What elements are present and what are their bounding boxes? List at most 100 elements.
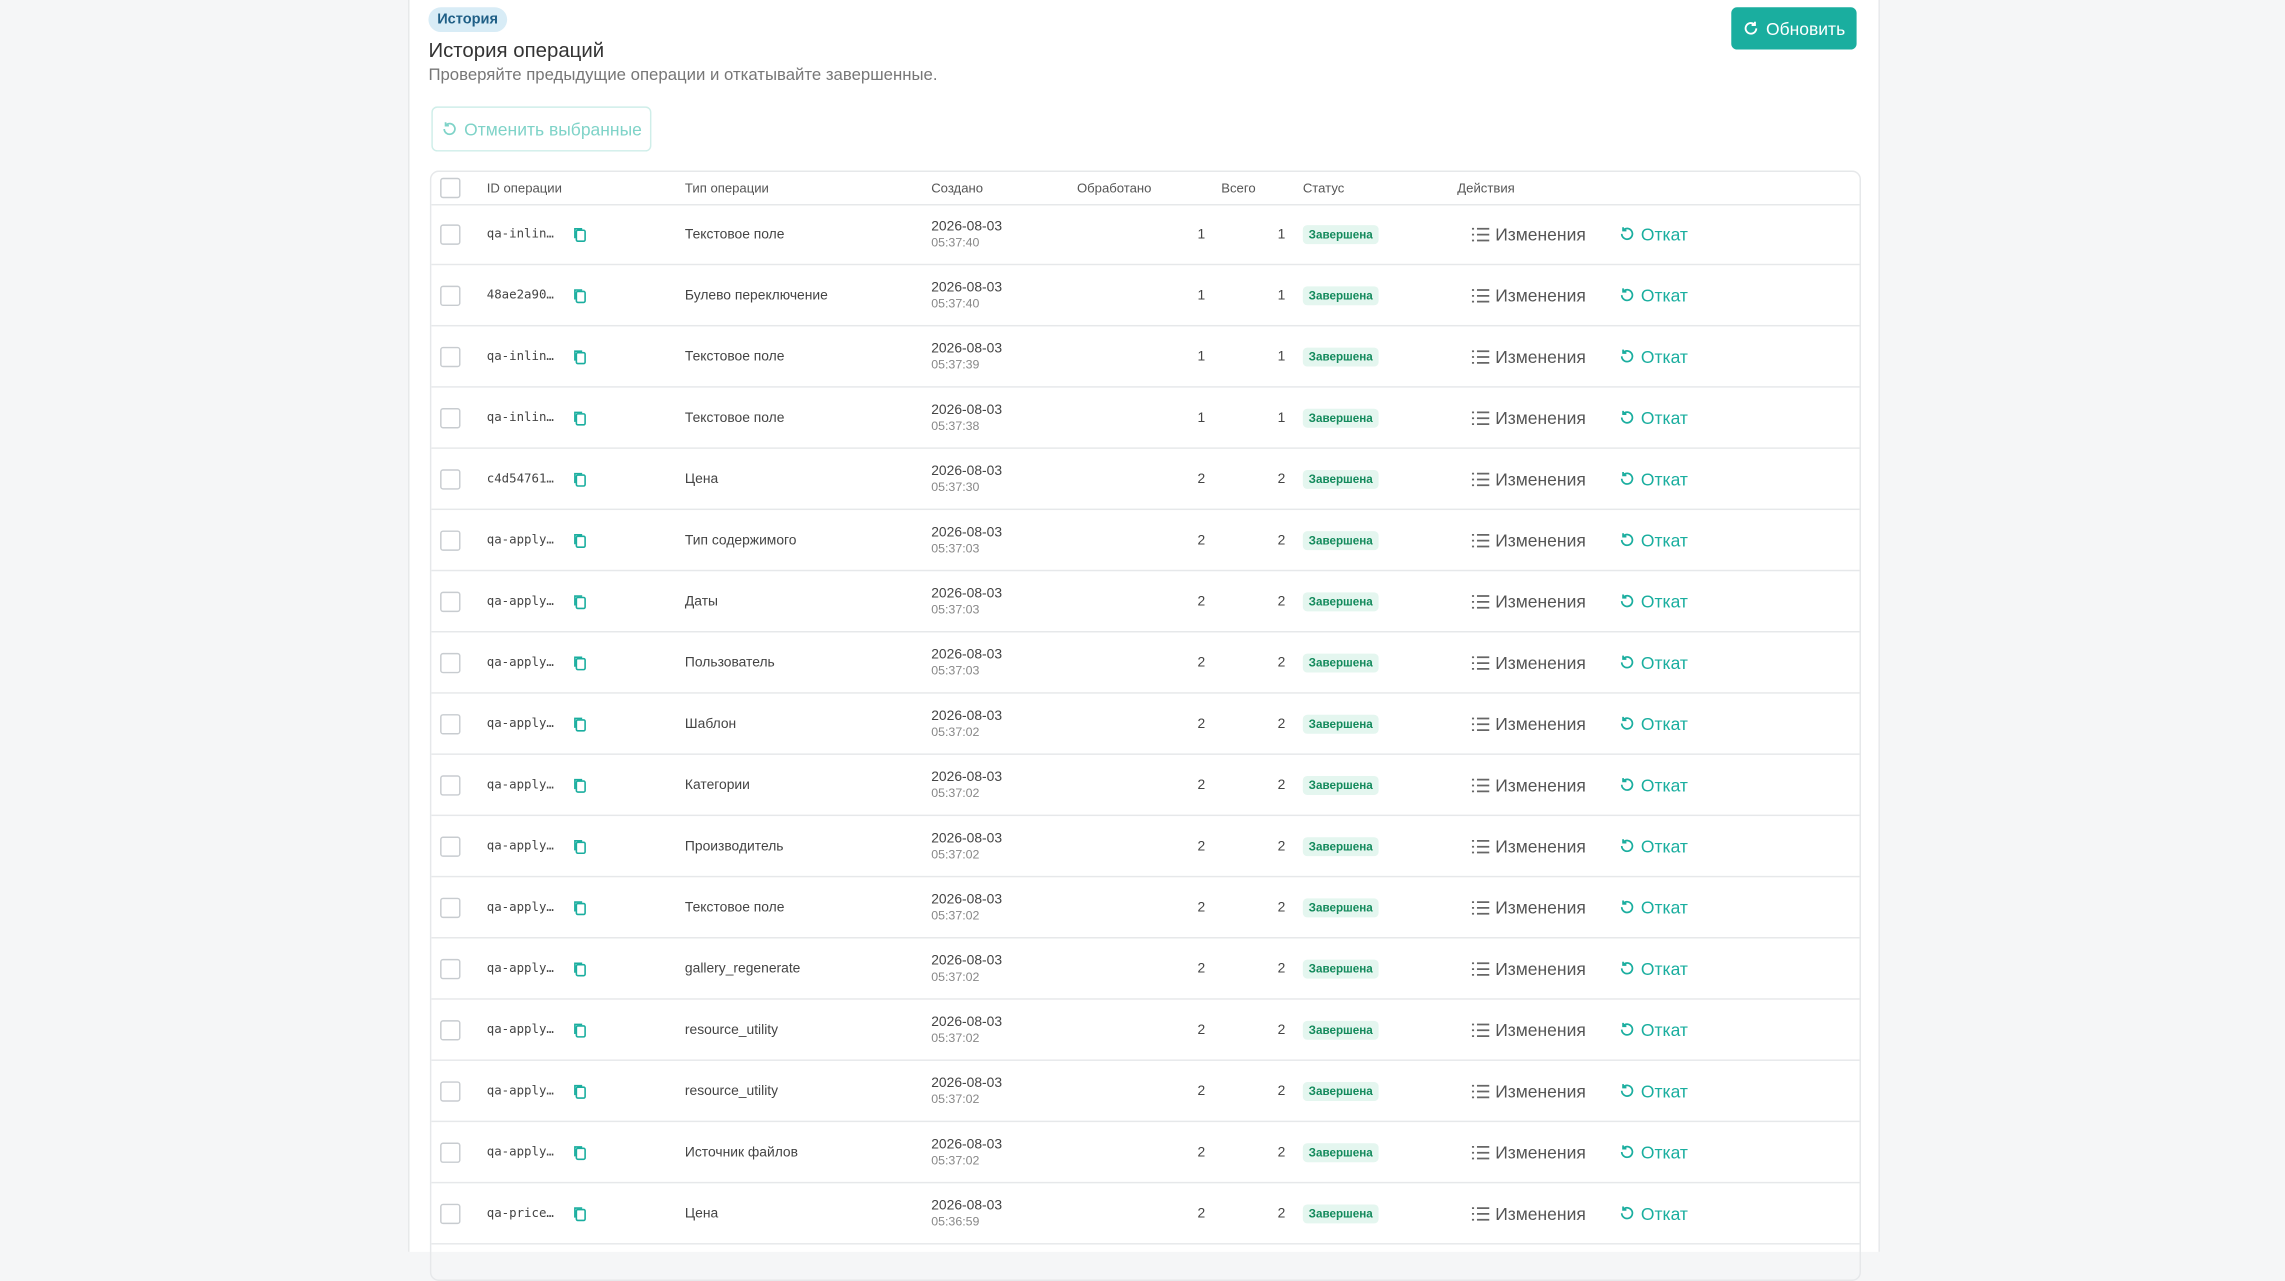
changes-button[interactable]: Изменения	[1471, 346, 1586, 367]
copy-icon[interactable]	[573, 471, 588, 487]
row-checkbox[interactable]	[440, 896, 461, 918]
copy-button[interactable]	[573, 1022, 588, 1038]
rollback-button[interactable]: Откат	[1619, 897, 1688, 917]
copy-icon[interactable]	[573, 777, 588, 793]
copy-icon[interactable]	[573, 226, 588, 242]
copy-icon[interactable]	[573, 410, 588, 426]
copy-button[interactable]	[573, 287, 588, 303]
copy-button[interactable]	[573, 1083, 588, 1099]
row-checkbox[interactable]	[440, 284, 461, 306]
row-checkbox[interactable]	[440, 346, 461, 367]
rollback-button[interactable]: Откат	[1619, 591, 1688, 611]
row-checkbox[interactable]	[440, 713, 461, 734]
row-checkbox[interactable]	[440, 1080, 461, 1101]
row-checkbox[interactable]	[440, 1203, 461, 1224]
row-checkbox[interactable]	[440, 1019, 461, 1040]
copy-button[interactable]	[573, 593, 588, 609]
changes-button[interactable]: Изменения	[1471, 1019, 1586, 1040]
row-checkbox[interactable]	[440, 835, 461, 857]
rollback-button[interactable]: Откат	[1619, 407, 1688, 428]
created-time: 05:37:38	[931, 417, 980, 433]
rollback-button[interactable]: Откат	[1619, 530, 1688, 550]
copy-button[interactable]	[573, 471, 588, 487]
changes-button[interactable]: Изменения	[1471, 1203, 1586, 1223]
rollback-button[interactable]: Откат	[1619, 775, 1688, 795]
cancel-selected-button[interactable]: Отменить выбранные	[431, 106, 652, 152]
operation-id: qa-apply…	[486, 593, 554, 609]
copy-button[interactable]	[573, 716, 588, 732]
changes-button[interactable]: Изменения	[1471, 1142, 1586, 1162]
copy-icon[interactable]	[573, 1205, 588, 1221]
changes-button[interactable]: Изменения	[1471, 958, 1586, 979]
copy-icon[interactable]	[573, 532, 588, 548]
changes-button[interactable]: Изменения	[1471, 1081, 1586, 1101]
copy-icon[interactable]	[573, 838, 588, 854]
row-checkbox[interactable]	[440, 1141, 461, 1163]
copy-icon[interactable]	[573, 1083, 588, 1099]
rollback-button[interactable]: Откат	[1619, 1019, 1688, 1040]
created-date: 2026-08-03	[931, 829, 1003, 846]
rollback-button[interactable]: Откат	[1619, 836, 1688, 856]
changes-button[interactable]: Изменения	[1471, 775, 1586, 795]
changes-button[interactable]: Изменения	[1471, 530, 1586, 550]
copy-button[interactable]	[573, 777, 588, 793]
copy-button[interactable]	[573, 1205, 588, 1221]
total: 1	[1277, 348, 1286, 365]
select-all-checkbox[interactable]	[440, 177, 461, 199]
copy-icon[interactable]	[573, 287, 588, 303]
changes-button[interactable]: Изменения	[1471, 713, 1586, 734]
processed: 2	[1197, 1082, 1206, 1099]
row-checkbox[interactable]	[440, 529, 461, 551]
copy-button[interactable]	[573, 654, 588, 670]
row-checkbox[interactable]	[440, 958, 461, 979]
copy-button[interactable]	[573, 410, 588, 426]
copy-button[interactable]	[573, 960, 588, 976]
rollback-button[interactable]: Откат	[1619, 1203, 1688, 1223]
rollback-button[interactable]: Откат	[1619, 469, 1688, 489]
copy-button[interactable]	[573, 838, 588, 854]
copy-icon[interactable]	[573, 899, 588, 915]
row-checkbox[interactable]	[440, 223, 461, 245]
copy-button[interactable]	[573, 1144, 588, 1160]
copy-button[interactable]	[573, 532, 588, 548]
rollback-label: Откат	[1640, 1141, 1688, 1163]
copy-icon[interactable]	[573, 1022, 588, 1038]
changes-button[interactable]: Изменения	[1471, 652, 1586, 673]
undo-icon	[1620, 1084, 1634, 1097]
copy-button[interactable]	[573, 348, 588, 364]
rollback-button[interactable]: Откат	[1619, 285, 1688, 305]
rollback-button[interactable]: Откат	[1619, 1142, 1688, 1162]
changes-button[interactable]: Изменения	[1471, 836, 1586, 856]
subtitle: Проверяйте предыдущие операции и откатыв…	[428, 67, 938, 85]
row-checkbox[interactable]	[440, 652, 461, 673]
changes-button[interactable]: Изменения	[1471, 468, 1586, 489]
row-checkbox[interactable]	[440, 774, 461, 795]
copy-button[interactable]	[573, 226, 588, 242]
copy-icon[interactable]	[573, 593, 588, 609]
copy-icon[interactable]	[573, 1144, 588, 1160]
operation-id: qa-price…	[486, 1205, 554, 1221]
rollback-button[interactable]: Откат	[1619, 713, 1688, 734]
rollback-button[interactable]: Откат	[1619, 652, 1688, 673]
changes-button[interactable]: Изменения	[1471, 285, 1586, 305]
rollback-button[interactable]: Откат	[1619, 346, 1688, 367]
copy-icon[interactable]	[573, 960, 588, 976]
changes-button[interactable]: Изменения	[1471, 224, 1586, 244]
created: 2026-08-03 05:37:02	[931, 1075, 1002, 1107]
row-checkbox[interactable]	[440, 407, 461, 428]
copy-icon[interactable]	[573, 716, 588, 732]
copy-button[interactable]	[573, 899, 588, 915]
changes-button[interactable]: Изменения	[1471, 897, 1586, 917]
rollback-button[interactable]: Откат	[1619, 1081, 1688, 1101]
changes-button[interactable]: Изменения	[1471, 407, 1586, 428]
copy-icon[interactable]	[573, 348, 588, 364]
changes-button[interactable]: Изменения	[1471, 591, 1586, 611]
row-checkbox[interactable]	[440, 468, 461, 489]
copy-icon[interactable]	[573, 654, 588, 670]
row-checkbox[interactable]	[440, 590, 461, 612]
rollback-button[interactable]: Откат	[1619, 224, 1688, 244]
created-date: 2026-08-03	[931, 585, 1003, 602]
refresh-button[interactable]: Обновить	[1731, 7, 1857, 50]
changes-label: Изменения	[1495, 468, 1586, 489]
rollback-button[interactable]: Откат	[1619, 958, 1688, 979]
